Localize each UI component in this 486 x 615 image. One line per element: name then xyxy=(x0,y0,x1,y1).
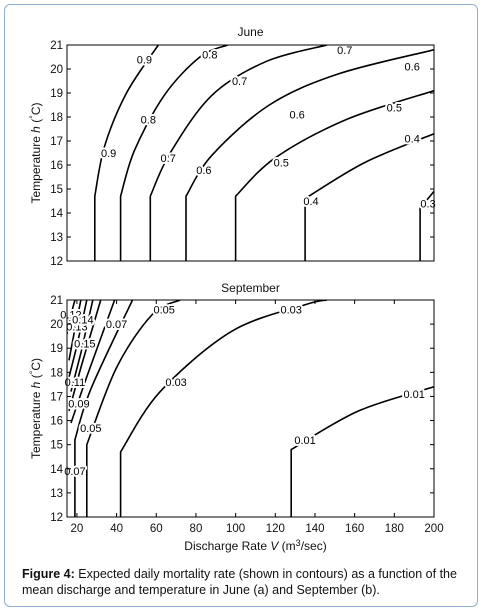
x-tick-label: 20 xyxy=(71,523,84,535)
y-tick-label: 21 xyxy=(50,295,63,307)
contour-label: 0.14 xyxy=(72,314,93,326)
contour-line-0.3 xyxy=(419,190,434,261)
x-tick-label: 120 xyxy=(266,523,285,535)
x-tick-label: 180 xyxy=(385,523,404,535)
contour-line-0.5 xyxy=(234,89,434,261)
contour-label: 0.11 xyxy=(65,377,86,389)
caption-text: Expected daily mortality rate (shown in … xyxy=(22,567,457,597)
contour-line-0.09 xyxy=(70,300,116,424)
contour-line-0.6 xyxy=(185,49,434,261)
contour-label: 0.03 xyxy=(165,377,186,389)
contour-label: 0.07 xyxy=(64,466,85,478)
contour-lines xyxy=(67,300,434,517)
contour-line-0.15 xyxy=(70,300,94,392)
x-tick-label: 80 xyxy=(190,523,203,535)
figure-frame xyxy=(4,4,478,607)
contour-line-0.13 xyxy=(68,300,82,361)
x-tick-label: 40 xyxy=(110,523,123,535)
y-tick-label: 13 xyxy=(50,488,63,500)
x-tick-label: 160 xyxy=(345,523,364,535)
contour-line-0.8 xyxy=(119,45,229,261)
contour-line-0.9 xyxy=(94,45,159,261)
contour-line-0.7 xyxy=(149,45,328,261)
contour-label: 0.6 xyxy=(196,165,211,177)
x-axis-label: Discharge Rate V (m3/sec) xyxy=(184,538,326,553)
contour-label: 0.4 xyxy=(405,134,420,146)
y-tick-label: 14 xyxy=(50,208,63,220)
contour-label: 0.15 xyxy=(74,338,95,350)
contour-line-0.11 xyxy=(68,300,102,412)
contour-line-0.07 xyxy=(74,300,134,517)
figure-svg: June 0.9 0.9 0.8 0.8 0.7 0.7 0.7 0.6 0.6 0.6 0.5 0.5… xyxy=(28,25,444,553)
contour-label: 0.5 xyxy=(387,102,402,114)
y-axis-label: Temperature h (°C) xyxy=(28,358,43,459)
plot-frame xyxy=(66,44,435,262)
contour-label: 0.7 xyxy=(161,153,176,165)
y-tick-label: 13 xyxy=(50,232,63,244)
y-tick-label: 12 xyxy=(50,256,63,268)
y-tick-label: 17 xyxy=(50,136,63,148)
contour-line-0.05 xyxy=(86,300,181,517)
contour-line-0.01 xyxy=(290,386,434,517)
figure-caption: Figure 4: Expected daily mortality rate … xyxy=(22,566,470,598)
contour-label: 0.05 xyxy=(153,305,174,317)
y-tick-label: 14 xyxy=(50,464,63,476)
contour-label: 0.9 xyxy=(101,148,116,160)
contour-label: 0.12 xyxy=(60,309,81,321)
y-tick-label: 17 xyxy=(50,391,63,403)
contour-label: 0.13 xyxy=(66,322,87,334)
contour-label: 0.05 xyxy=(80,423,101,435)
contour-line-0.03 xyxy=(119,300,328,517)
y-tick-label: 15 xyxy=(50,440,63,452)
chart-september: September 0.120.130.14 0.15 0.11 0.09 0.07 0.0… xyxy=(28,281,444,553)
contour-label: 0.6 xyxy=(289,110,304,122)
x-tick-label: 100 xyxy=(226,523,245,535)
caption-label: Figure 4: xyxy=(22,567,75,581)
contour-label: 0.5 xyxy=(274,158,289,170)
x-tick-label: 140 xyxy=(305,523,324,535)
y-tick-label: 18 xyxy=(50,367,63,379)
y-tick-label: 19 xyxy=(50,343,63,355)
y-tick-label: 16 xyxy=(50,416,63,428)
contour-label: 0.09 xyxy=(68,399,89,411)
y-tick-label: 15 xyxy=(50,184,63,196)
contour-line-0.12 xyxy=(67,300,76,334)
contour-label: 0.3 xyxy=(420,198,435,210)
contour-label: 0.8 xyxy=(141,114,156,126)
y-tick-label: 18 xyxy=(50,112,63,124)
y-tick-label: 21 xyxy=(50,40,63,52)
contour-line-0.14 xyxy=(68,300,88,378)
y-tick-label: 16 xyxy=(50,160,63,172)
y-tick-label: 19 xyxy=(50,88,63,100)
chart-title: June xyxy=(237,25,263,39)
x-tick-label: 60 xyxy=(150,523,163,535)
contour-label: 0.4 xyxy=(303,196,318,208)
chart-june: June 0.9 0.9 0.8 0.8 0.7 0.7 0.7 0.6 0.6 0.6 0.5 0.5… xyxy=(28,25,438,268)
y-axis-label: Temperature h (°C) xyxy=(28,102,43,203)
contour-label: 0.01 xyxy=(403,389,424,401)
contour-label: 0.01 xyxy=(294,435,315,447)
y-tick-label: 12 xyxy=(50,512,63,524)
contour-label: 0.7 xyxy=(337,45,352,57)
y-tick-label: 20 xyxy=(50,64,63,76)
contour-label: 0.9 xyxy=(137,54,152,66)
y-tick-label: 20 xyxy=(50,319,63,331)
x-tick-label: 200 xyxy=(424,523,443,535)
contour-label: 0.6 xyxy=(405,62,420,74)
contour-label: 0.7 xyxy=(232,76,247,88)
contour-label: 0.07 xyxy=(106,319,127,331)
contour-lines xyxy=(94,45,434,261)
chart-title: September xyxy=(221,281,280,295)
contour-label: 0.03 xyxy=(280,305,301,317)
contour-line-0.4 xyxy=(304,133,434,261)
contour-label: 0.8 xyxy=(202,50,217,62)
plot-frame xyxy=(66,299,435,518)
